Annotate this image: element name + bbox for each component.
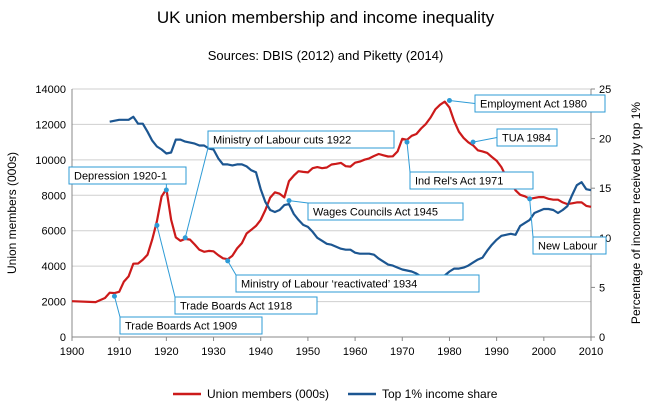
annotation-connector: [288, 200, 309, 204]
axes: 0200040006000800010000120001400005101520…: [5, 84, 643, 358]
annotation-box: [474, 94, 606, 113]
annotation-box: [409, 171, 534, 190]
x-tick-label: 1910: [107, 346, 131, 358]
y2-tick-label: 25: [599, 84, 611, 96]
annotation-box: [207, 130, 395, 149]
annotation-label: New Labour: [538, 241, 598, 253]
annotation-box: [68, 166, 187, 185]
annotation-connector: [406, 142, 411, 173]
annotation-label: Ind Rel's Act 1971: [415, 176, 503, 188]
annotation-box: [119, 316, 263, 335]
annotation-marker: [286, 198, 292, 204]
y2-axis-title: Percentage of income received by top 1%: [629, 102, 643, 324]
legend: Union members (000s) Top 1% income share: [173, 387, 498, 401]
annotation-label: Trade Boards Act 1918: [180, 301, 292, 313]
annotation-connector: [113, 296, 121, 318]
annotation-connector: [449, 100, 476, 104]
legend-label: Union members (000s): [207, 387, 329, 401]
chart-title: UK union membership and income inequalit…: [156, 8, 495, 27]
y-axis-title: Union members (000s): [5, 152, 19, 274]
annotation-marker: [470, 139, 476, 145]
y2-tick-label: 15: [599, 183, 611, 195]
y-tick-label: 14000: [35, 84, 66, 96]
chart-subtitle: Sources: DBIS (2012) and Piketty (2014): [207, 48, 444, 63]
x-tick-label: 1980: [437, 346, 461, 358]
y-tick-label: 2000: [42, 297, 66, 309]
y-tick-label: 4000: [42, 261, 66, 273]
annotation-marker: [182, 235, 188, 241]
annotation-connector: [529, 198, 534, 238]
annotations: Trade Boards Act 1909 Trade Boards Act 19…: [68, 94, 607, 335]
x-tick-label: 1990: [484, 346, 508, 358]
annotation-label: Employment Act 1980: [480, 99, 587, 111]
annotation-label: Depression 1920-1: [74, 171, 167, 183]
x-tick-label: 1950: [296, 346, 320, 358]
annotation-connector: [156, 225, 176, 298]
x-tick-label: 2010: [579, 346, 603, 358]
annotation-marker: [163, 187, 169, 193]
annotation-connector: [472, 137, 498, 143]
annotation-box: [532, 236, 607, 255]
annotation-marker: [154, 222, 160, 228]
legend-label: Top 1% income share: [382, 387, 498, 401]
annotation-box: [235, 274, 480, 293]
annotation-label: Trade Boards Act 1909: [125, 321, 237, 333]
x-tick-label: 1940: [248, 346, 272, 358]
x-tick-label: 1930: [201, 346, 225, 358]
annotation-box: [174, 296, 318, 315]
x-tick-label: 1920: [154, 346, 178, 358]
y-tick-label: 8000: [42, 190, 66, 202]
y2-tick-label: 0: [599, 332, 605, 344]
annotation-label: Wages Councils Act 1945: [313, 207, 438, 219]
y-tick-label: 0: [60, 332, 66, 344]
x-tick-label: 1960: [343, 346, 367, 358]
annotation-marker: [446, 98, 452, 104]
annotation-marker: [527, 196, 533, 202]
y-tick-label: 6000: [42, 226, 66, 238]
y-tick-label: 10000: [35, 155, 66, 167]
annotation-connector: [184, 147, 209, 238]
annotation-label: Ministry of Labour ‘reactivated’ 1934: [241, 279, 417, 291]
annotation-box: [307, 202, 464, 221]
annotation-label: TUA 1984: [502, 133, 551, 145]
annotation-connector: [227, 260, 237, 276]
y2-tick-label: 20: [599, 134, 611, 146]
annotation-box: [496, 128, 558, 147]
annotation-marker: [225, 258, 231, 264]
y2-tick-label: 5: [599, 282, 605, 294]
x-tick-label: 1970: [390, 346, 414, 358]
x-tick-label: 1900: [60, 346, 84, 358]
x-tick-label: 2000: [532, 346, 556, 358]
y-tick-label: 12000: [35, 119, 66, 131]
series-line-2: [109, 115, 592, 281]
annotation-marker: [404, 139, 410, 145]
annotation-marker: [111, 293, 117, 299]
annotation-label: Ministry of Labour cuts 1922: [213, 135, 351, 147]
